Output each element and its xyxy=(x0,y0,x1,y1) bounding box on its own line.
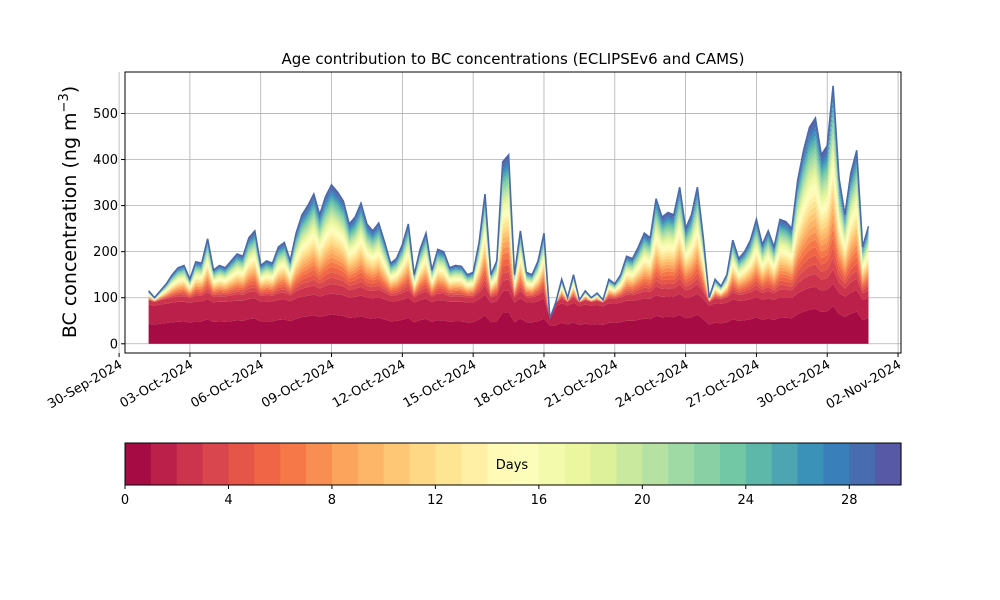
total-concentration-line xyxy=(147,85,870,319)
colorbar-ticks: 0 4 8 12 16 20 24 28 xyxy=(121,485,858,508)
colorbar-cell xyxy=(694,443,721,485)
y-axis-label-close: ) xyxy=(59,86,81,93)
colorbar-cell xyxy=(435,443,462,485)
colorbar-cell xyxy=(306,443,333,485)
y-tick-label: 500 xyxy=(93,107,118,122)
colorbar-tick-label: 0 xyxy=(121,493,129,508)
x-tick-label: 12-Oct-2024 xyxy=(330,357,408,411)
colorbar-cell xyxy=(280,443,307,485)
colorbar-cell xyxy=(357,443,385,485)
y-tick-label: 200 xyxy=(93,245,118,260)
colorbar-cell xyxy=(254,443,281,485)
y-axis-ticks: 0 100 200 300 400 500 xyxy=(93,107,125,352)
colorbar-cell xyxy=(616,443,643,485)
colorbar-cell xyxy=(875,443,902,485)
age-band-area xyxy=(148,306,869,344)
x-tick-label: 03-Oct-2024 xyxy=(118,357,196,411)
x-tick-label: 21-Oct-2024 xyxy=(542,357,620,411)
colorbar-cell xyxy=(719,443,747,485)
colorbar-tick-label: 24 xyxy=(738,493,755,508)
y-axis-label-main: BC concentration (ng m xyxy=(59,112,81,338)
colorbar-cell xyxy=(823,443,850,485)
y-axis-label: BC concentration (ng m−3) xyxy=(57,86,81,338)
colorbar-cell xyxy=(513,443,540,485)
x-tick-label: 15-Oct-2024 xyxy=(401,357,479,411)
colorbar-cell xyxy=(668,443,695,485)
colorbar-cell xyxy=(125,443,152,485)
x-tick-label: 30-Sep-2024 xyxy=(45,357,125,412)
colorbar-cell xyxy=(461,443,488,485)
colorbar-cell xyxy=(590,443,618,485)
x-tick-label: 09-Oct-2024 xyxy=(259,357,337,411)
plot-frame xyxy=(124,71,902,354)
colorbar-cell xyxy=(383,443,411,485)
colorbar-cell xyxy=(487,443,514,485)
colorbar-cell xyxy=(797,443,824,485)
colorbar-cell xyxy=(331,443,359,485)
colorbar-cell xyxy=(771,443,799,485)
y-tick-label: 400 xyxy=(93,153,118,168)
x-tick-label: 27-Oct-2024 xyxy=(684,357,762,411)
colorbar-label: Days xyxy=(496,458,529,473)
colorbar-tick-label: 4 xyxy=(224,493,232,508)
x-tick-label: 30-Oct-2024 xyxy=(755,357,833,411)
colorbar-cell xyxy=(176,443,204,485)
colorbar-cell xyxy=(538,443,566,485)
colorbar-tick-label: 20 xyxy=(634,493,651,508)
x-tick-label: 02-Nov-2024 xyxy=(824,357,904,412)
x-tick-label: 18-Oct-2024 xyxy=(472,357,550,411)
colorbar-cell xyxy=(150,443,178,485)
colorbar-cell xyxy=(849,443,876,485)
colorbar-cell xyxy=(642,443,669,485)
colorbar-cell xyxy=(202,443,230,485)
colorbar-tick-label: 12 xyxy=(427,493,444,508)
y-tick-label: 100 xyxy=(93,291,118,306)
x-tick-label: 06-Oct-2024 xyxy=(188,357,266,411)
colorbar-cell xyxy=(564,443,592,485)
colorbar-tick-label: 8 xyxy=(328,493,336,508)
y-axis-label-exponent: −3 xyxy=(57,93,72,112)
colorbar-tick-label: 28 xyxy=(841,493,858,508)
y-tick-label: 300 xyxy=(93,199,118,214)
age-band-area xyxy=(148,269,869,319)
colorbar-cell xyxy=(745,443,773,485)
x-tick-label: 24-Oct-2024 xyxy=(613,357,691,411)
colorbar-cells xyxy=(125,443,902,485)
colorbar-cell xyxy=(228,443,255,485)
colorbar-frame xyxy=(124,442,902,486)
chart-title: Age contribution to BC concentrations (E… xyxy=(282,50,745,68)
colorbar-tick-label: 16 xyxy=(531,493,548,508)
colorbar: Days 0 4 8 12 16 20 24 28 xyxy=(121,442,902,508)
age-band-area xyxy=(148,283,869,326)
y-tick-label: 0 xyxy=(110,337,118,352)
x-axis-ticks: 30-Sep-202403-Oct-202406-Oct-202409-Oct-… xyxy=(45,353,904,412)
stacked-areas xyxy=(148,85,869,344)
colorbar-cell xyxy=(409,443,436,485)
